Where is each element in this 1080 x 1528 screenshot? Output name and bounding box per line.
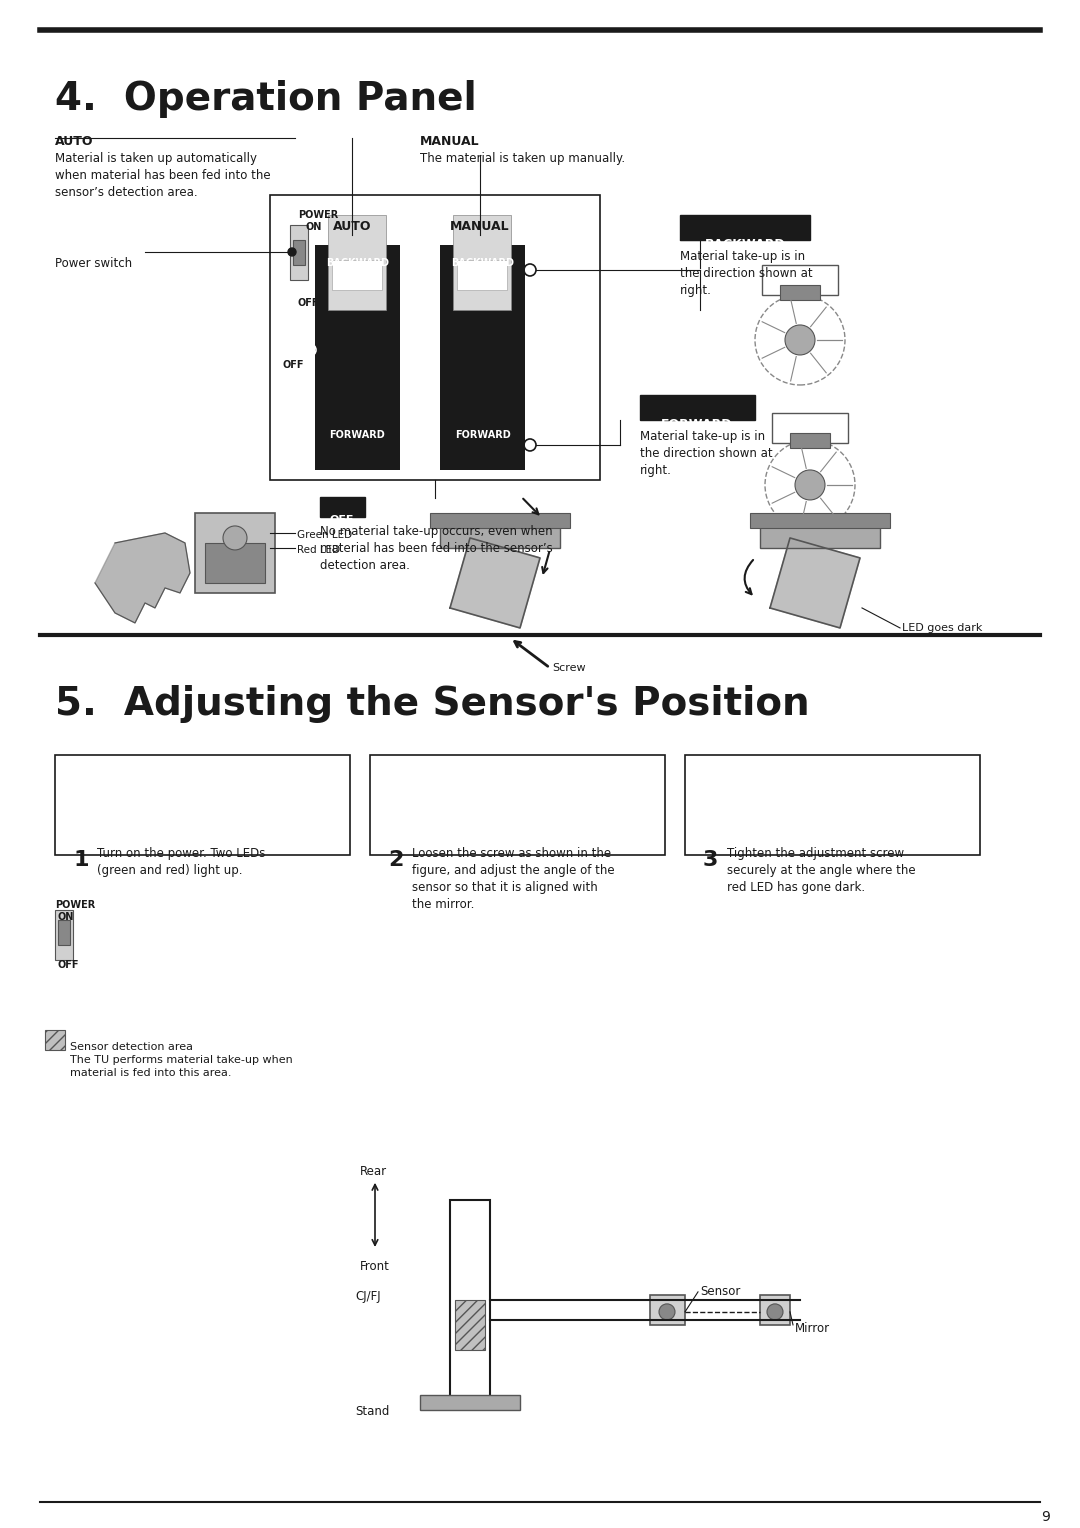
Text: Mirror: Mirror [795,1322,831,1335]
Bar [680,215,810,240]
Bar [430,513,570,529]
Text: Stand: Stand [355,1404,390,1418]
Bar [55,909,73,960]
Bar [789,432,831,448]
Bar [453,215,511,310]
Bar [195,513,275,593]
Text: Material is taken up automatically
when material has been fed into the
sensor’s : Material is taken up automatically when … [55,151,271,199]
Text: FORWARD: FORWARD [455,429,511,440]
Text: Sensor detection area
The TU performs material take-up when
material is fed into: Sensor detection area The TU performs ma… [70,1042,293,1079]
Bar [320,497,365,516]
Bar [450,1199,490,1400]
Text: Material take-up is in
the direction shown at
right.: Material take-up is in the direction sho… [680,251,812,296]
Bar [291,225,308,280]
Text: AUTO: AUTO [333,220,372,232]
Text: 4.  Operation Panel: 4. Operation Panel [55,79,476,118]
Bar [440,523,561,549]
Text: BACKWARD: BACKWARD [704,238,785,251]
Text: OFF: OFF [298,298,320,309]
Bar [760,523,880,549]
Text: OFF: OFF [282,361,303,370]
Text: ON: ON [58,912,75,921]
Text: FORWARD: FORWARD [661,419,732,431]
Circle shape [347,231,357,240]
Bar [440,244,525,471]
Bar [58,920,70,944]
Bar [332,260,382,290]
Text: Red LED: Red LED [297,545,340,555]
Text: 9: 9 [1041,1510,1050,1523]
Text: No material take-up occurs, even when
material has been fed into the sensor’s
de: No material take-up occurs, even when ma… [320,526,553,571]
Bar [685,755,980,856]
Text: AUTO: AUTO [55,134,94,148]
Bar [270,196,600,480]
Bar [370,755,665,856]
Text: OFF: OFF [329,515,354,526]
Circle shape [785,325,815,354]
Text: 1: 1 [73,850,89,869]
Bar [55,755,350,856]
Text: BACKWARD: BACKWARD [326,258,389,267]
Text: 2: 2 [388,850,403,869]
Text: The material is taken up manually.: The material is taken up manually. [420,151,625,165]
Bar [455,1300,485,1349]
Text: Material take-up is in
the direction shown at
right.: Material take-up is in the direction sho… [640,429,772,477]
Bar [420,1395,519,1410]
Circle shape [767,1303,783,1320]
Bar [650,1294,685,1325]
Text: Rear: Rear [360,1164,387,1178]
Text: MANUAL: MANUAL [420,134,480,148]
Bar [640,394,755,420]
Bar [205,542,265,584]
Bar [315,244,400,471]
Text: Tighten the adjustment screw
securely at the angle where the
red LED has gone da: Tighten the adjustment screw securely at… [727,847,916,894]
Bar [760,1294,789,1325]
Text: Screw: Screw [552,663,585,672]
Circle shape [288,248,296,257]
Bar [750,513,890,529]
Polygon shape [770,538,860,628]
Bar [780,286,820,299]
Circle shape [795,471,825,500]
Bar [328,215,386,310]
Text: FORWARD: FORWARD [329,429,386,440]
Text: 5.  Adjusting the Sensor's Position: 5. Adjusting the Sensor's Position [55,685,810,723]
Text: OFF: OFF [58,960,80,970]
Circle shape [222,526,247,550]
Text: LED goes dark: LED goes dark [902,623,983,633]
Text: MANUAL: MANUAL [450,220,510,232]
Text: POWER: POWER [55,900,95,909]
Bar [457,260,507,290]
Text: POWER: POWER [298,209,338,220]
Text: Turn on the power. Two LEDs
(green and red) light up.: Turn on the power. Two LEDs (green and r… [97,847,266,877]
Bar [293,240,305,264]
Polygon shape [450,538,540,628]
Text: Power switch: Power switch [55,257,132,270]
Text: 3: 3 [703,850,718,869]
Text: Green LED: Green LED [297,530,352,539]
Polygon shape [95,533,190,623]
Text: Front: Front [360,1261,390,1273]
Circle shape [475,231,485,240]
Text: Loosen the screw as shown in the
figure, and adjust the angle of the
sensor so t: Loosen the screw as shown in the figure,… [411,847,615,911]
Text: ON: ON [305,222,322,232]
Bar [45,1030,65,1050]
Text: Sensor: Sensor [700,1285,741,1297]
Circle shape [659,1303,675,1320]
Text: CJ/FJ: CJ/FJ [355,1290,380,1303]
Bar [762,264,838,295]
Text: BACKWARD: BACKWARD [451,258,514,267]
Bar [772,413,848,443]
